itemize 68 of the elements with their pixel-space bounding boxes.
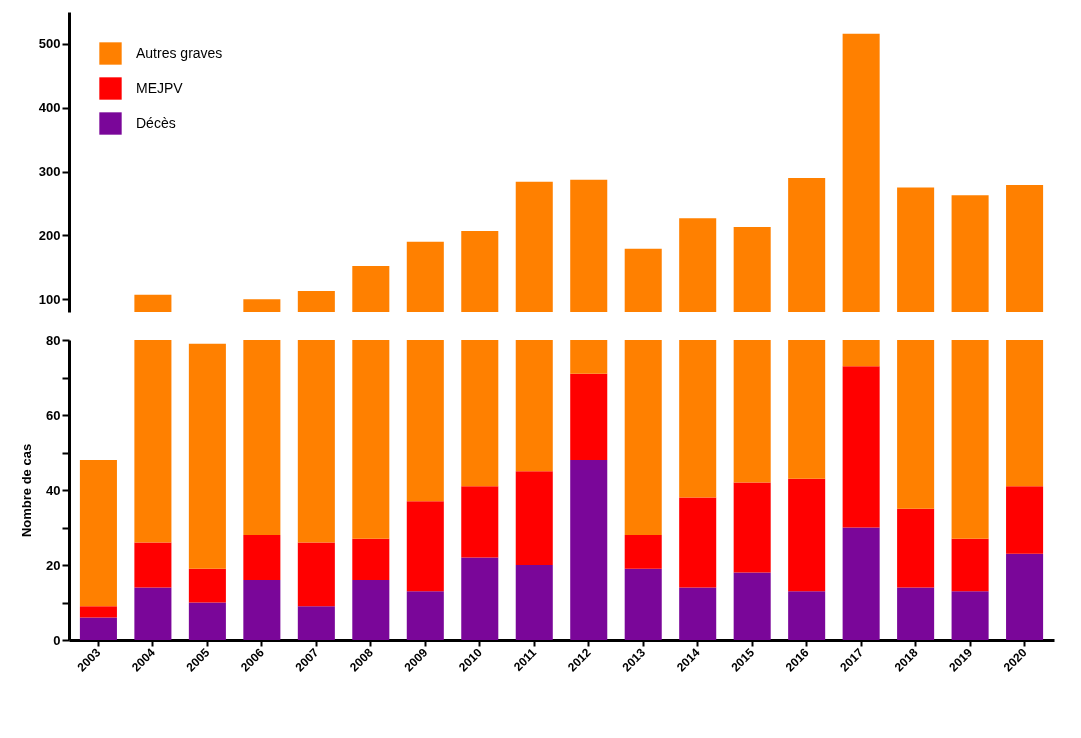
bar xyxy=(733,572,771,640)
bar xyxy=(679,340,717,498)
bar xyxy=(679,497,717,588)
bar xyxy=(570,340,608,374)
bar xyxy=(1006,486,1044,554)
bar xyxy=(243,340,281,535)
y-tick-label: 400 xyxy=(38,100,61,116)
bar xyxy=(951,538,989,592)
legend-label: MEJPV xyxy=(136,79,184,96)
bar xyxy=(406,501,444,592)
bar xyxy=(461,340,499,487)
bar xyxy=(897,587,935,640)
bar xyxy=(134,587,172,640)
bar xyxy=(515,471,553,565)
y-tick-label: 60 xyxy=(46,407,61,423)
bar xyxy=(297,606,335,640)
bar xyxy=(788,478,826,592)
bar xyxy=(1006,553,1044,640)
bar xyxy=(352,538,390,580)
bar xyxy=(733,340,771,483)
bar xyxy=(352,580,390,640)
y-tick-label: 500 xyxy=(38,36,61,52)
bar xyxy=(624,568,662,640)
bar xyxy=(1006,340,1044,487)
bar xyxy=(188,343,226,569)
bar xyxy=(243,580,281,640)
bar xyxy=(842,527,880,640)
bar xyxy=(788,591,826,640)
bar xyxy=(188,568,226,603)
y-tick-label: 80 xyxy=(46,332,61,348)
bar xyxy=(461,557,499,640)
bar xyxy=(897,340,935,509)
bar xyxy=(297,340,335,543)
bar xyxy=(515,340,553,472)
bar xyxy=(897,508,935,588)
bar xyxy=(733,482,771,573)
y-tick-label: 300 xyxy=(38,164,61,180)
bar xyxy=(406,340,444,502)
bar xyxy=(134,340,172,543)
bar xyxy=(788,340,826,479)
bar xyxy=(951,340,989,539)
legend-label: Décès xyxy=(136,114,176,131)
bar xyxy=(243,535,281,580)
bar xyxy=(134,542,172,588)
bar xyxy=(679,587,717,640)
bar xyxy=(461,486,499,558)
bar xyxy=(188,602,226,640)
bar xyxy=(842,340,880,367)
bar xyxy=(570,373,608,460)
bar xyxy=(624,340,662,535)
y-tick-label: 40 xyxy=(46,482,61,498)
y-tick-label: 0 xyxy=(53,632,61,648)
bar xyxy=(79,606,117,618)
bar xyxy=(570,460,608,640)
y-tick-label: 20 xyxy=(46,557,61,573)
bar xyxy=(951,591,989,640)
y-tick-label: 100 xyxy=(38,291,61,307)
bar xyxy=(515,565,553,640)
legend-label: Autres graves xyxy=(136,44,223,61)
bar xyxy=(297,542,335,607)
y-axis-title: Nombre de cas xyxy=(19,443,35,538)
bar xyxy=(352,340,390,539)
y-tick-label: 200 xyxy=(38,227,61,243)
bar xyxy=(79,460,117,607)
bar xyxy=(79,617,117,640)
bar xyxy=(624,535,662,569)
bar xyxy=(842,366,880,528)
bar xyxy=(406,591,444,640)
